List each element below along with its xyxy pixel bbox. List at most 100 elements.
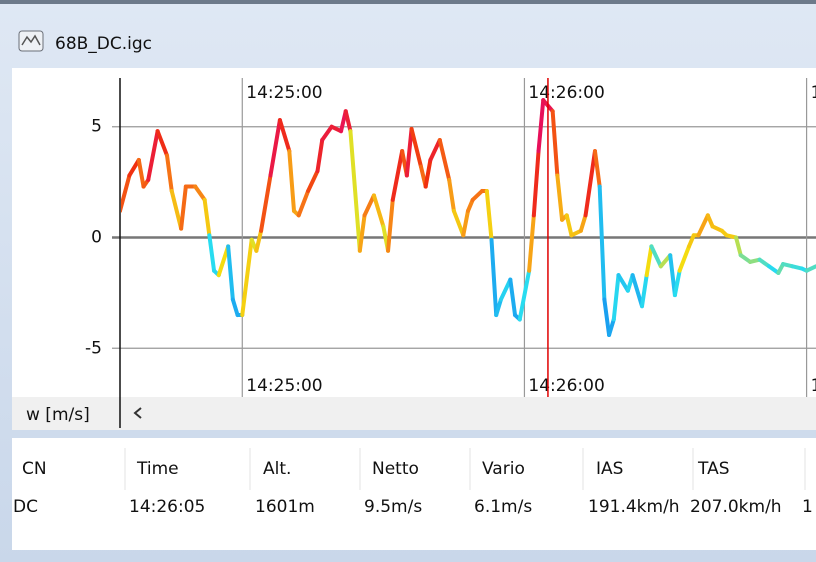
line-segment — [630, 273, 644, 309]
line-segment — [202, 197, 212, 238]
line-segment — [451, 208, 466, 238]
line-segment — [371, 193, 386, 229]
y-tick-label: 0 — [91, 228, 102, 248]
line-segment — [804, 264, 816, 273]
column-header: Netto — [372, 459, 419, 479]
line-segment — [536, 98, 546, 154]
line-segment — [390, 149, 405, 202]
window-border — [0, 0, 816, 4]
line-segment — [320, 124, 334, 143]
line-segment — [348, 129, 362, 253]
line-segment — [362, 193, 376, 218]
line-segment — [240, 237, 254, 318]
line-segment — [165, 153, 174, 193]
line-segment — [644, 244, 654, 278]
y-tick-label: 5 — [91, 117, 102, 137]
line-segment — [226, 244, 235, 302]
y-tick-label: -5 — [85, 338, 102, 358]
line-segment — [179, 184, 188, 231]
table-cell: 191.4km/h — [588, 497, 680, 517]
line-segment — [259, 173, 273, 233]
line-segment — [592, 149, 602, 189]
column-header: Vario — [482, 459, 525, 479]
line-segment — [611, 273, 621, 322]
series — [121, 78, 816, 397]
line-segment — [296, 188, 311, 218]
line-segment — [734, 235, 743, 258]
column-header: Alt. — [263, 459, 291, 479]
y-axis-label: w [m/s] — [26, 405, 90, 425]
line-segment — [602, 297, 612, 337]
line-segment — [672, 268, 682, 298]
column-header: IAS — [596, 459, 623, 479]
table-cell: 1 — [802, 497, 813, 517]
line-segment — [607, 317, 616, 337]
line-segment — [470, 188, 485, 202]
line-segment — [555, 173, 565, 222]
line-segment — [357, 213, 367, 253]
line-segment — [616, 273, 630, 293]
line-segment — [677, 244, 692, 273]
line-segment — [230, 297, 240, 318]
line-segment — [169, 188, 184, 231]
line-segment — [146, 129, 160, 182]
column-header: Time — [136, 459, 179, 479]
column-header: CN — [22, 459, 47, 479]
table-cell: DC — [13, 497, 38, 517]
line-segment — [531, 149, 541, 218]
line-segment — [287, 149, 296, 213]
line-segment — [527, 213, 536, 273]
line-segment — [437, 138, 452, 182]
file-icon — [18, 30, 44, 52]
line-segment — [423, 157, 433, 189]
line-segment — [649, 244, 663, 269]
table-cell: 207.0km/h — [690, 497, 782, 517]
line-segment — [121, 173, 132, 213]
line-segment — [268, 118, 282, 178]
scroll-left[interactable] — [133, 407, 142, 419]
line-segment — [687, 233, 696, 249]
x-tick-label-top: 14:27:00 — [811, 83, 816, 103]
x-tick-label-bottom: 14:26:00 — [528, 376, 604, 396]
line-segment — [343, 109, 353, 134]
table-cell: 9.5m/s — [364, 497, 422, 517]
line-segment — [583, 149, 597, 218]
table-cell: 14:26:05 — [129, 497, 205, 517]
line-segment — [668, 253, 677, 298]
line-segment — [155, 129, 170, 158]
line-segment — [386, 197, 395, 253]
line-segment — [254, 228, 264, 253]
table-cells: CN Time Alt. Netto Vario IAS TAS DC 14:26:05 1601… — [13, 448, 813, 517]
line-segment — [494, 297, 503, 318]
column-header: TAS — [697, 459, 730, 479]
line-segment — [315, 138, 325, 174]
x-tick-label-top: 14:25:00 — [246, 83, 322, 103]
line-segment — [484, 188, 494, 242]
line-segment — [207, 233, 217, 273]
line-segment — [640, 273, 649, 309]
table-cell: 1601m — [255, 497, 315, 517]
line-segment — [409, 126, 423, 169]
line-segment — [466, 197, 475, 213]
line-segment — [508, 277, 518, 318]
x-tick-label-top: 14:26:00 — [528, 83, 604, 103]
line-segment — [193, 184, 207, 202]
line-segment — [447, 177, 456, 213]
line-segment — [136, 157, 146, 189]
x-tick-label-bottom: 14:25:00 — [246, 376, 322, 396]
line-segment — [428, 138, 442, 162]
table — [12, 438, 816, 550]
line-segment — [517, 268, 532, 322]
chart-area — [12, 68, 816, 397]
line-segment — [277, 118, 292, 154]
scroll-strip — [12, 397, 816, 430]
line-segment — [696, 213, 710, 238]
x-tick-label-bottom: 14:27:00 — [811, 376, 816, 396]
line-segment — [578, 213, 588, 233]
line-segment — [461, 208, 470, 238]
line-segment — [550, 109, 560, 178]
line-segment — [489, 237, 499, 318]
table-cell: 6.1m/s — [474, 497, 532, 517]
